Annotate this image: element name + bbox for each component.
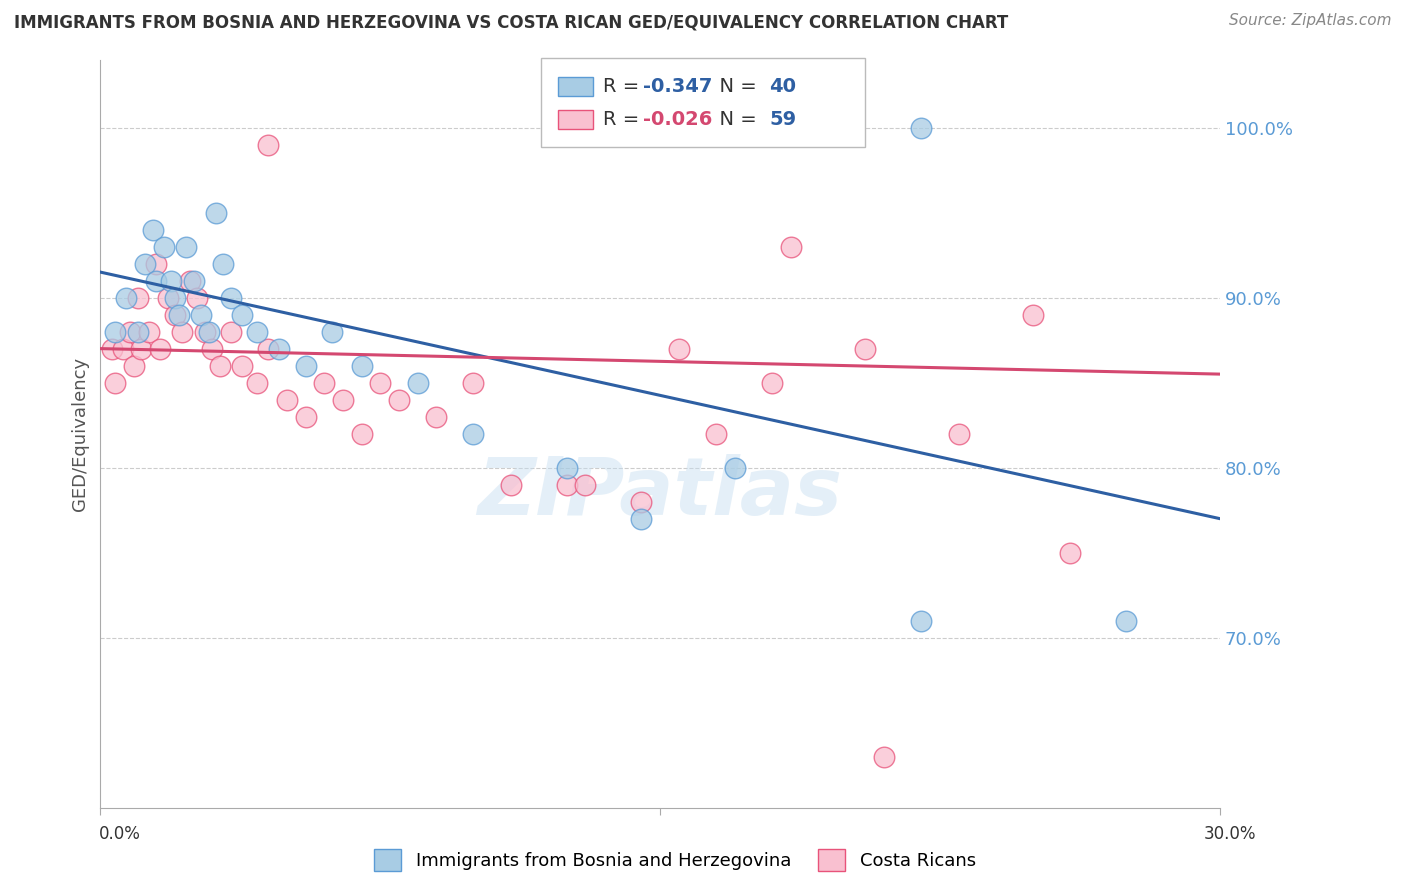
- Point: [630, 511, 652, 525]
- Text: ZIPatlas: ZIPatlas: [478, 454, 842, 533]
- Point: [201, 342, 224, 356]
- Text: -0.347: -0.347: [643, 77, 711, 96]
- Point: [194, 325, 217, 339]
- Point: [1059, 546, 1081, 560]
- Point: [104, 376, 127, 390]
- Text: N =: N =: [707, 110, 763, 129]
- Point: [163, 291, 186, 305]
- Point: [145, 274, 167, 288]
- Point: [100, 342, 122, 356]
- Point: [197, 325, 219, 339]
- Point: [127, 325, 149, 339]
- Y-axis label: GED/Equivalency: GED/Equivalency: [72, 357, 89, 511]
- Point: [246, 376, 269, 390]
- Text: -0.026: -0.026: [643, 110, 711, 129]
- Point: [104, 325, 127, 339]
- Point: [724, 460, 747, 475]
- Point: [231, 359, 253, 373]
- Point: [368, 376, 391, 390]
- Point: [555, 460, 578, 475]
- Text: N =: N =: [707, 77, 763, 96]
- Point: [219, 325, 242, 339]
- Point: [160, 274, 183, 288]
- Point: [246, 325, 269, 339]
- Point: [219, 291, 242, 305]
- Point: [212, 257, 235, 271]
- Point: [186, 291, 208, 305]
- Legend: Immigrants from Bosnia and Herzegovina, Costa Ricans: Immigrants from Bosnia and Herzegovina, …: [367, 842, 983, 879]
- Point: [257, 342, 280, 356]
- Point: [388, 392, 411, 407]
- Point: [574, 477, 596, 491]
- Point: [167, 308, 190, 322]
- Point: [704, 426, 727, 441]
- Point: [138, 325, 160, 339]
- Point: [257, 137, 280, 152]
- Point: [115, 291, 138, 305]
- Point: [948, 426, 970, 441]
- Point: [314, 376, 336, 390]
- Point: [910, 614, 932, 628]
- Point: [499, 477, 522, 491]
- Point: [134, 257, 156, 271]
- Point: [1115, 614, 1137, 628]
- Point: [179, 274, 201, 288]
- Point: [425, 409, 447, 424]
- Point: [205, 205, 228, 219]
- Text: 59: 59: [769, 110, 796, 129]
- Point: [183, 274, 205, 288]
- Point: [163, 308, 186, 322]
- Point: [332, 392, 354, 407]
- Point: [761, 376, 783, 390]
- Point: [668, 342, 690, 356]
- Point: [406, 376, 429, 390]
- Text: 0.0%: 0.0%: [98, 825, 141, 843]
- Point: [156, 291, 179, 305]
- Point: [294, 409, 316, 424]
- Point: [149, 342, 172, 356]
- Point: [142, 222, 165, 236]
- Point: [174, 239, 197, 253]
- Point: [873, 749, 896, 764]
- Point: [231, 308, 253, 322]
- Point: [1022, 308, 1045, 322]
- Point: [910, 120, 932, 135]
- Point: [208, 359, 231, 373]
- Point: [111, 342, 134, 356]
- Point: [269, 342, 291, 356]
- Point: [853, 342, 876, 356]
- Point: [152, 239, 174, 253]
- Text: R =: R =: [603, 110, 645, 129]
- Point: [190, 308, 212, 322]
- Text: Source: ZipAtlas.com: Source: ZipAtlas.com: [1229, 13, 1392, 29]
- Point: [463, 376, 485, 390]
- Point: [276, 392, 298, 407]
- Point: [145, 257, 167, 271]
- Point: [779, 239, 801, 253]
- Point: [127, 291, 149, 305]
- Point: [321, 325, 343, 339]
- Text: 40: 40: [769, 77, 796, 96]
- Point: [350, 359, 373, 373]
- Point: [122, 359, 145, 373]
- Point: [463, 426, 485, 441]
- Text: R =: R =: [603, 77, 645, 96]
- Text: 30.0%: 30.0%: [1204, 825, 1257, 843]
- Point: [350, 426, 373, 441]
- Point: [172, 325, 194, 339]
- Point: [294, 359, 316, 373]
- Text: IMMIGRANTS FROM BOSNIA AND HERZEGOVINA VS COSTA RICAN GED/EQUIVALENCY CORRELATIO: IMMIGRANTS FROM BOSNIA AND HERZEGOVINA V…: [14, 13, 1008, 31]
- Point: [131, 342, 153, 356]
- Point: [120, 325, 142, 339]
- Point: [555, 477, 578, 491]
- Point: [630, 494, 652, 508]
